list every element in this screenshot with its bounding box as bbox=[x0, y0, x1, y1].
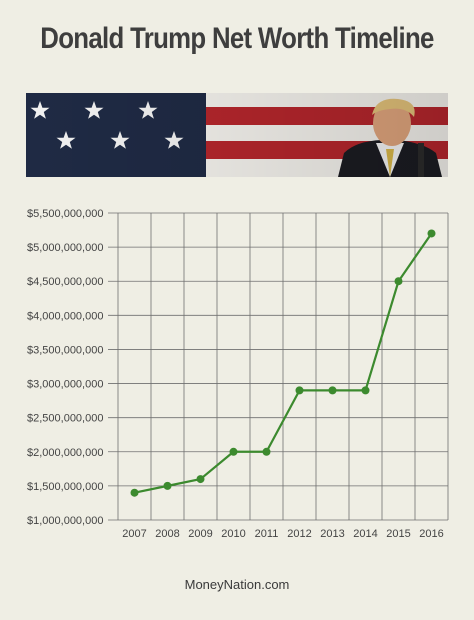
x-tick-label: 2010 bbox=[221, 528, 245, 540]
x-tick-label: 2016 bbox=[419, 528, 443, 540]
y-tick-label: $3,500,000,000 bbox=[27, 344, 103, 356]
x-tick-label: 2013 bbox=[320, 528, 344, 540]
data-point bbox=[130, 488, 139, 497]
banner-image bbox=[26, 93, 448, 177]
series-points bbox=[130, 229, 436, 497]
y-tick-label: $1,500,000,000 bbox=[27, 481, 103, 493]
x-tick-label: 2012 bbox=[287, 528, 311, 540]
chart-grid bbox=[108, 212, 449, 521]
x-tick-label: 2009 bbox=[188, 528, 212, 540]
data-point bbox=[328, 386, 337, 395]
x-tick-label: 2008 bbox=[155, 528, 179, 540]
x-tick-label: 2014 bbox=[353, 528, 377, 540]
flag-portrait-banner bbox=[26, 93, 448, 177]
data-point bbox=[295, 386, 304, 395]
y-tick-label: $2,000,000,000 bbox=[27, 447, 103, 459]
series-line-path bbox=[134, 232, 433, 494]
y-tick-label: $4,000,000,000 bbox=[27, 310, 103, 322]
x-tick-label: 2011 bbox=[255, 528, 279, 540]
y-axis-tick-labels: $1,000,000,000 $1,500,000,000 $2,000,000,0… bbox=[27, 208, 103, 527]
y-tick-label: $5,000,000,000 bbox=[27, 242, 103, 254]
y-tick-label: $4,500,000,000 bbox=[27, 276, 103, 288]
data-point bbox=[262, 447, 271, 456]
y-tick-label: $1,000,000,000 bbox=[27, 515, 103, 527]
net-worth-line-chart: $1,000,000,000 $1,500,000,000 $2,000,000,0… bbox=[27, 208, 449, 540]
data-point bbox=[394, 277, 403, 286]
data-point bbox=[427, 229, 436, 238]
x-tick-label: 2015 bbox=[386, 528, 410, 540]
x-tick-label: 2007 bbox=[122, 528, 146, 540]
data-point bbox=[196, 475, 205, 484]
y-tick-label: $2,500,000,000 bbox=[27, 413, 103, 425]
source-credit: MoneyNation.com bbox=[184, 577, 290, 592]
x-axis-tick-labels: 2007 2008 2009 2010 2011 2012 2013 2014 2015 2016 bbox=[122, 528, 443, 540]
data-point bbox=[229, 447, 238, 456]
y-tick-label: $3,000,000,000 bbox=[27, 379, 103, 391]
data-point bbox=[163, 481, 172, 490]
data-point bbox=[361, 386, 370, 395]
chart-title: Donald Trump Net Worth Timeline bbox=[40, 22, 434, 55]
y-tick-label: $5,500,000,000 bbox=[27, 208, 103, 220]
series-line bbox=[134, 232, 433, 494]
